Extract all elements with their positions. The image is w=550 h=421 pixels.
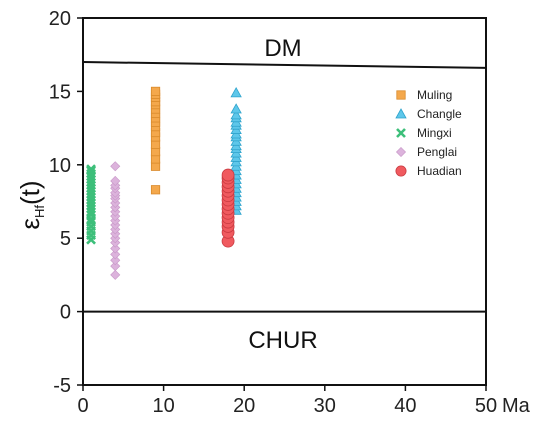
point-penglai-1 bbox=[110, 261, 121, 272]
point-mingxi-22 bbox=[86, 164, 96, 175]
x-tick-label-50: 50 bbox=[475, 395, 497, 417]
y-axis-label-main: ε bbox=[15, 218, 45, 230]
dm-region-label: DM bbox=[264, 35, 301, 62]
point-muling-0 bbox=[150, 185, 161, 195]
legend-label-mingxi: Mingxi bbox=[417, 126, 452, 140]
y-tick-label-10: 10 bbox=[49, 155, 71, 177]
legend-label-huadian: Huadian bbox=[417, 164, 462, 178]
point-penglai-0 bbox=[110, 269, 121, 280]
point-changle-23 bbox=[230, 109, 242, 120]
plot-frame bbox=[82, 17, 487, 386]
chur-region-label: CHUR bbox=[248, 327, 317, 354]
legend: Muling Changle Mingxi Penglai Huadian bbox=[395, 88, 462, 178]
point-penglai-2 bbox=[110, 255, 121, 266]
y-axis-label-suffix: (t) bbox=[15, 180, 45, 205]
point-penglai-20 bbox=[110, 175, 121, 186]
y-tick-label-5: 5 bbox=[60, 228, 71, 250]
point-penglai-3 bbox=[110, 249, 121, 260]
x-axis-unit-label: Ma bbox=[502, 395, 531, 417]
y-tick-label-20: 20 bbox=[49, 8, 71, 30]
x-tick-label-0: 0 bbox=[77, 395, 88, 417]
data-points bbox=[86, 86, 242, 280]
y-tick-label-0: 0 bbox=[60, 302, 71, 324]
x-tick-label-30: 30 bbox=[314, 395, 336, 417]
point-huadian-14 bbox=[221, 168, 235, 182]
axes: 0 10 20 30 40 50 -5 0 5 10 15 20 bbox=[49, 8, 497, 417]
y-axis-label: εHf(t) bbox=[15, 180, 47, 229]
legend-marker-muling bbox=[396, 90, 406, 100]
x-tick-label-20: 20 bbox=[233, 395, 255, 417]
y-tick-label--5: -5 bbox=[53, 375, 71, 397]
point-changle-24 bbox=[230, 103, 242, 114]
point-penglai-4 bbox=[110, 243, 121, 254]
legend-marker-penglai bbox=[395, 146, 407, 158]
point-changle-25 bbox=[230, 87, 242, 98]
legend-marker-mingxi bbox=[396, 128, 406, 138]
legend-marker-changle bbox=[395, 108, 407, 119]
y-tick-label-15: 15 bbox=[49, 81, 71, 103]
legend-marker-huadian bbox=[395, 165, 407, 177]
point-penglai-21 bbox=[110, 161, 121, 172]
reference-lines bbox=[82, 61, 487, 313]
y-axis-label-sub: Hf bbox=[32, 205, 47, 218]
x-tick-label-10: 10 bbox=[152, 395, 174, 417]
point-muling-16 bbox=[150, 86, 161, 96]
legend-label-changle: Changle bbox=[417, 107, 462, 121]
x-tick-label-40: 40 bbox=[394, 395, 416, 417]
legend-label-muling: Muling bbox=[417, 88, 452, 102]
dm-line bbox=[82, 61, 487, 69]
point-mingxi-4 bbox=[86, 217, 96, 227]
legend-label-penglai: Penglai bbox=[417, 145, 457, 159]
